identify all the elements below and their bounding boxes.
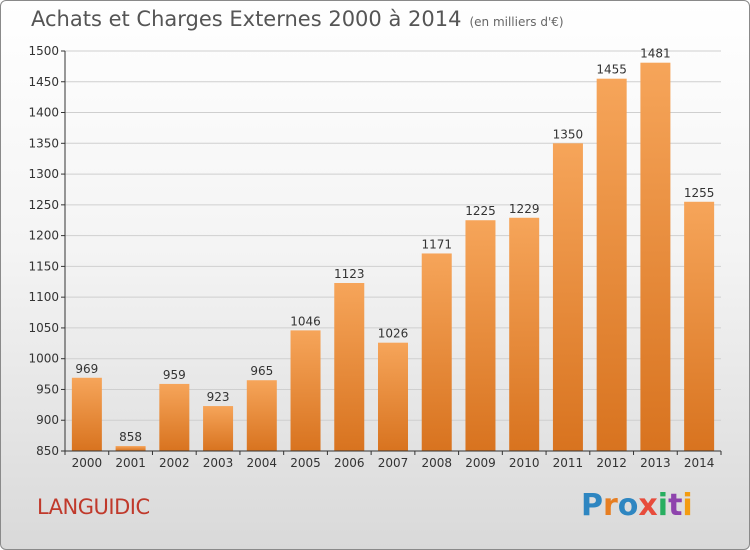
bar [290, 330, 321, 451]
x-tick-label: 2014 [684, 456, 715, 470]
y-tick-label: 1400 [28, 106, 59, 120]
data-label: 1171 [421, 237, 452, 251]
data-label: 1225 [465, 204, 496, 218]
data-label: 1046 [290, 314, 321, 328]
y-tick-label: 900 [36, 413, 59, 427]
data-label: 969 [75, 362, 98, 376]
y-tick-label: 950 [36, 382, 59, 396]
commune-name: LANGUIDIC [37, 495, 150, 519]
data-label: 923 [207, 390, 230, 404]
y-tick-label: 1100 [28, 290, 59, 304]
logo-letter: i [657, 488, 669, 523]
x-tick-label: 2001 [115, 456, 146, 470]
data-label: 1123 [334, 267, 365, 281]
x-tick-label: 2013 [640, 456, 671, 470]
y-tick-label: 1200 [28, 229, 59, 243]
x-tick-label: 2006 [334, 456, 365, 470]
bar [509, 217, 540, 451]
logo-letter: o [617, 488, 639, 523]
x-tick-label: 2008 [421, 456, 452, 470]
y-tick-label: 1350 [28, 136, 59, 150]
title-text: Achats et Charges Externes 2000 à 2014 [31, 7, 462, 31]
data-label: 1481 [640, 47, 671, 61]
data-label: 959 [163, 368, 186, 382]
y-tick-label: 1250 [28, 198, 59, 212]
x-tick-label: 2005 [290, 456, 321, 470]
bar [684, 201, 715, 451]
bar [203, 406, 234, 451]
bar [465, 220, 496, 451]
bar [552, 143, 583, 452]
data-label: 1455 [596, 63, 627, 77]
y-tick-label: 1000 [28, 352, 59, 366]
bar [71, 377, 102, 451]
y-tick-label: 1500 [28, 44, 59, 58]
y-tick-label: 850 [36, 444, 59, 458]
proxiti-logo: Proxiti [581, 488, 693, 523]
data-label: 1255 [684, 186, 715, 200]
logo-letter: t [668, 488, 683, 523]
y-tick-label: 1050 [28, 321, 59, 335]
data-label: 1026 [378, 327, 409, 341]
x-tick-label: 2000 [72, 456, 103, 470]
x-tick-label: 2011 [553, 456, 584, 470]
bar [378, 342, 408, 451]
y-tick-label: 1450 [28, 75, 59, 89]
x-tick-label: 2009 [465, 456, 496, 470]
data-label: 965 [250, 364, 273, 378]
bar [246, 380, 277, 451]
x-tick-label: 2010 [509, 456, 540, 470]
logo-letter: x [638, 488, 658, 523]
bar [421, 253, 452, 451]
x-tick-label: 2012 [596, 456, 627, 470]
logo-letter: r [603, 488, 618, 523]
data-label: 858 [119, 430, 142, 444]
data-label: 1229 [509, 202, 540, 216]
logo-letter: i [682, 488, 693, 523]
x-tick-label: 2003 [203, 456, 234, 470]
bar [640, 62, 671, 451]
logo-letter: P [581, 488, 603, 523]
bar [159, 383, 190, 451]
chart-subtitle: (en milliers d'€) [469, 15, 564, 29]
y-tick-label: 1150 [28, 259, 59, 273]
x-tick-label: 2004 [247, 456, 278, 470]
data-label: 1350 [553, 127, 584, 141]
x-tick-label: 2002 [159, 456, 190, 470]
bar [334, 283, 365, 451]
x-tick-label: 2007 [378, 456, 409, 470]
bar [596, 78, 627, 451]
bar [115, 446, 146, 451]
y-tick-label: 1300 [28, 167, 59, 181]
chart-title: Achats et Charges Externes 2000 à 2014 (e… [31, 7, 564, 31]
